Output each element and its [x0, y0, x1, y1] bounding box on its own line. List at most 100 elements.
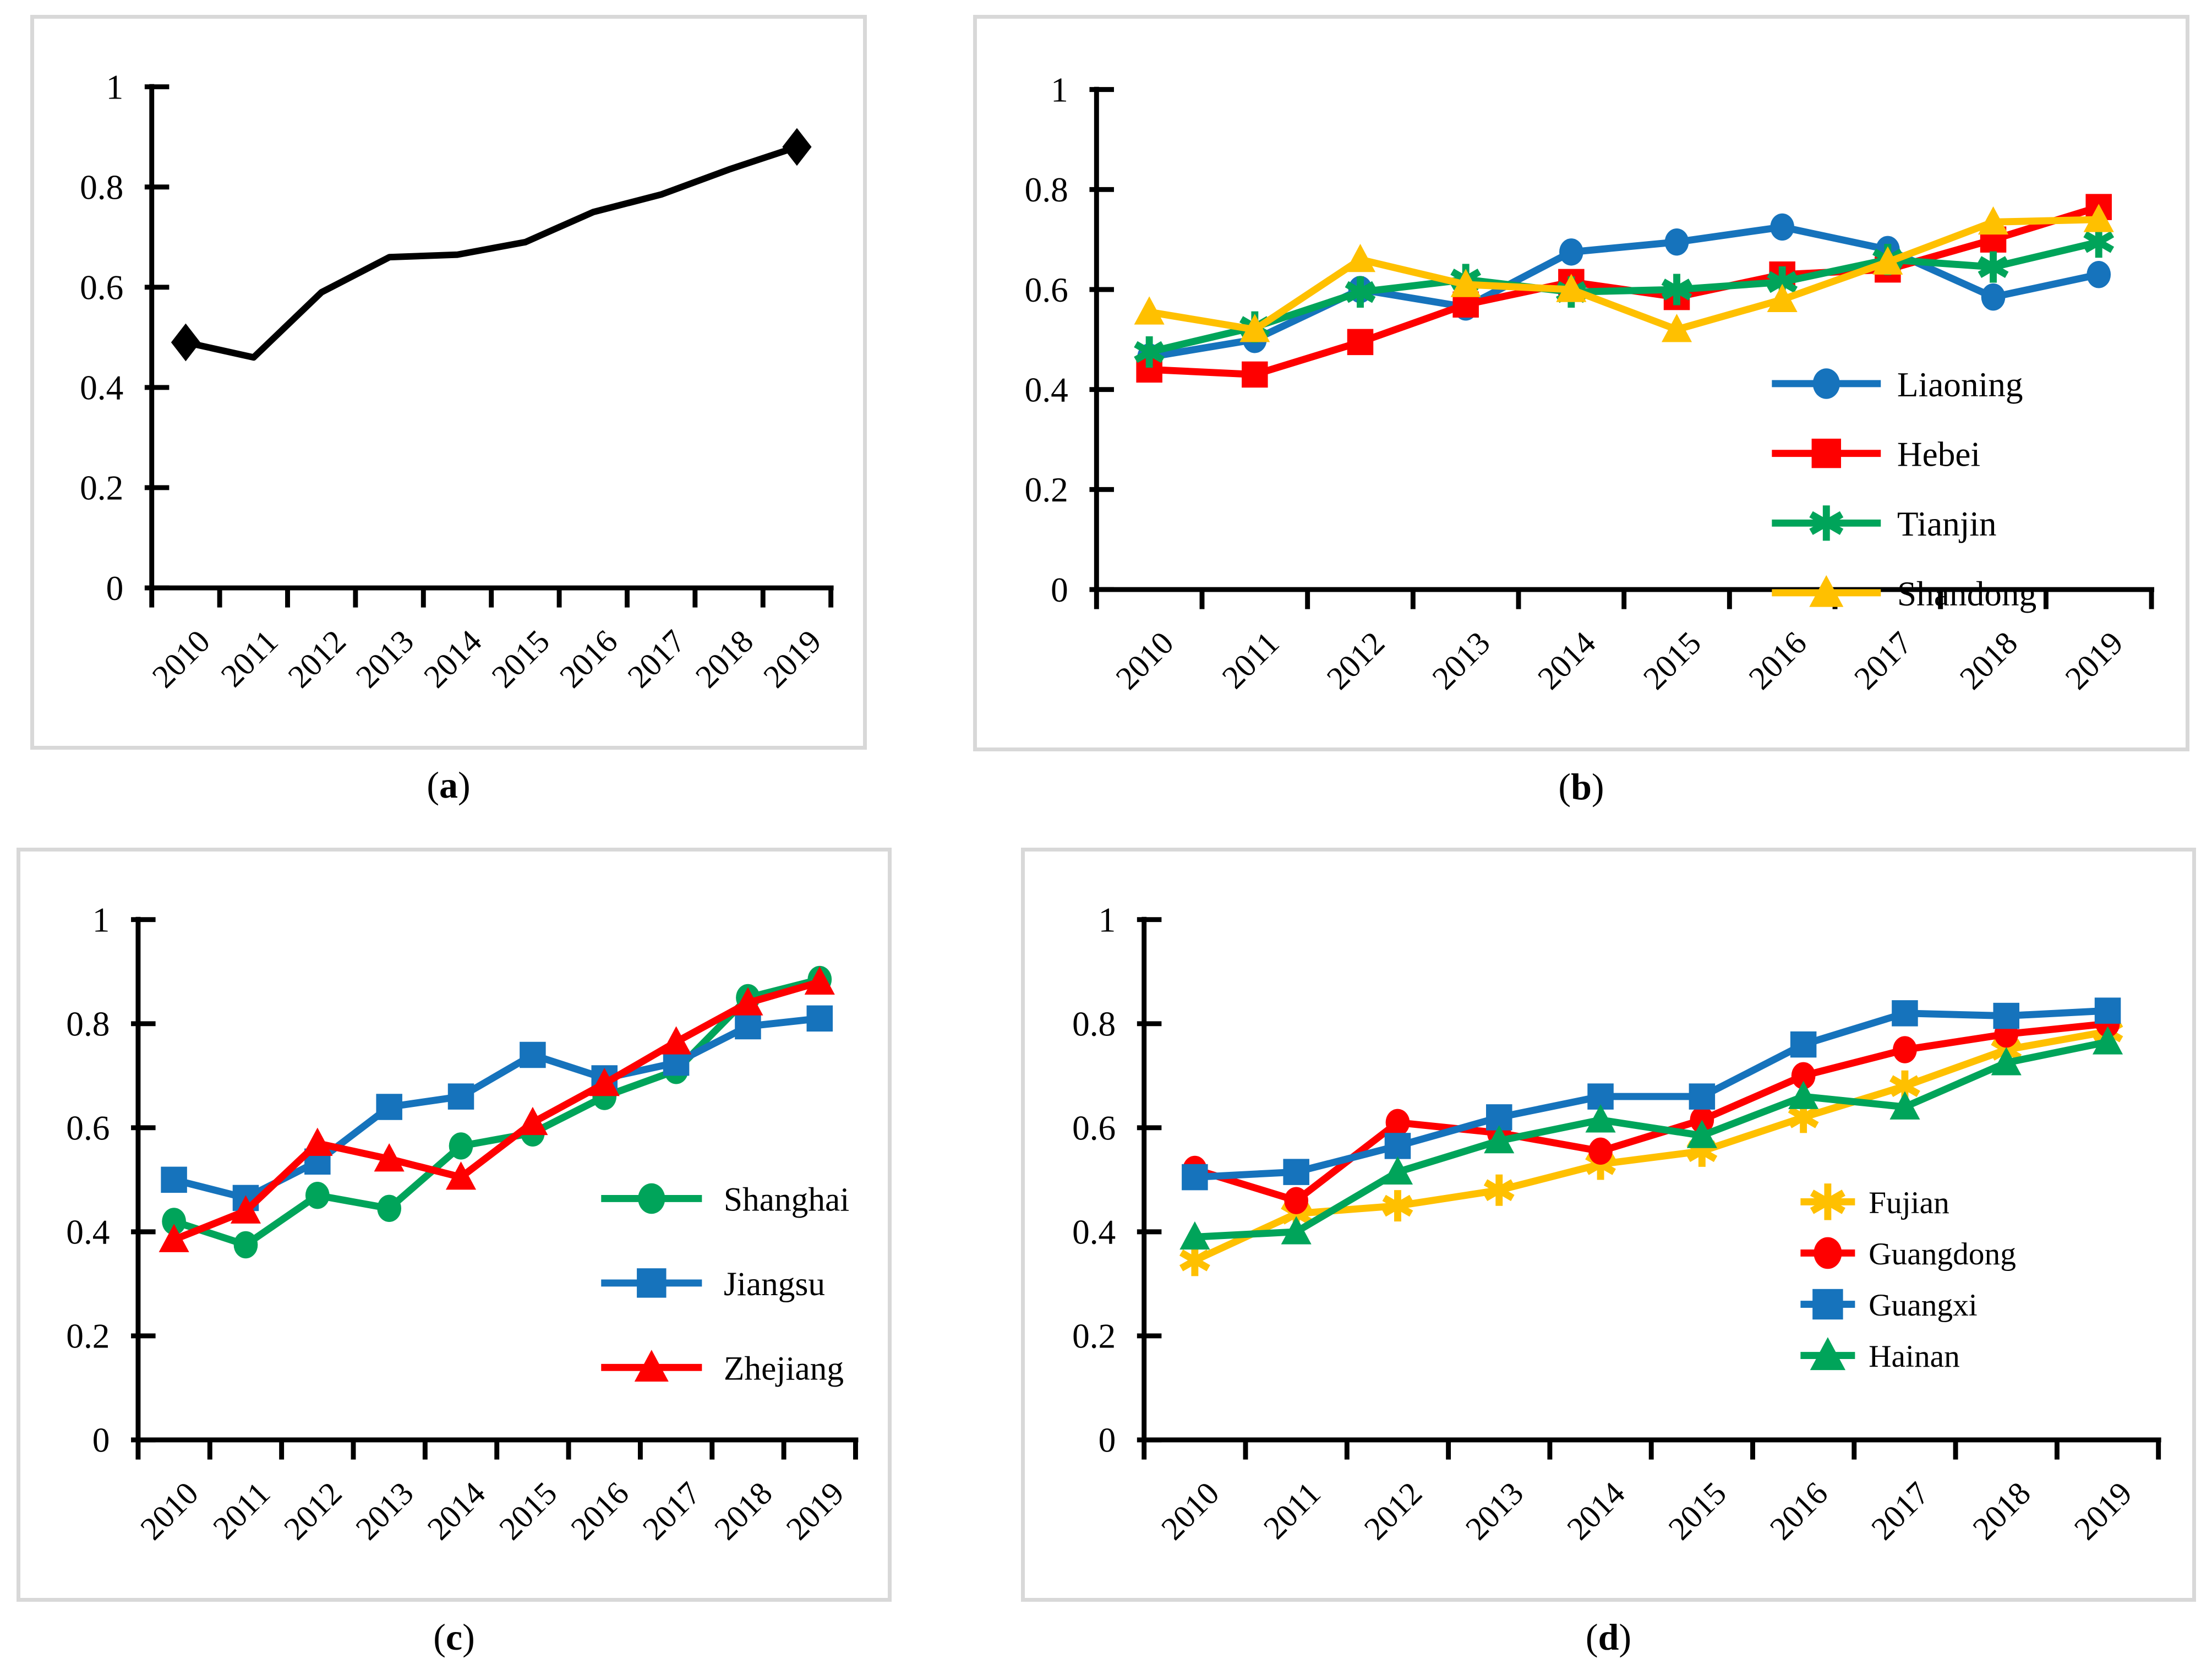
- panel-caption-a: (a): [30, 763, 867, 807]
- series-line: [1194, 1007, 2108, 1181]
- data-point-marker: [1559, 238, 1583, 266]
- data-point-marker: [233, 1231, 258, 1259]
- data-point-marker: [161, 1166, 187, 1193]
- legend: Liaoning Hebei Tianjin Shandong: [1772, 365, 2036, 613]
- data-point-marker: [1345, 276, 1376, 308]
- legend-item-shanghai: Shanghai: [601, 1181, 849, 1219]
- data-point-marker: [1182, 1164, 1208, 1191]
- series-line: [173, 976, 821, 1248]
- x-tick-label: 2018: [1953, 624, 2025, 696]
- x-tick-label: 2011: [206, 1475, 277, 1546]
- x-tick-label: 2012: [281, 623, 353, 695]
- chart-b-canvas: 0 0.2 0.4 0.6 0.8 1 2010 2011 2012 2013 2014 2015 20…: [1025, 70, 2154, 696]
- data-point-marker: [1790, 1031, 1817, 1058]
- data-point-marker: [1978, 251, 2009, 283]
- x-tick-label: 2017: [636, 1475, 708, 1547]
- data-point-marker: [2087, 261, 2111, 288]
- series-line: [172, 978, 821, 1243]
- data-point-marker: [517, 1106, 548, 1136]
- y-tick-label: 0.4: [1072, 1213, 1116, 1252]
- legend-label: Guangdong: [1869, 1237, 2016, 1271]
- chart-panel-c: 0 0.2 0.4 0.6 0.8 1 2010 2011 2012 2013 2014 2015 20…: [17, 848, 892, 1602]
- data-point-marker: [305, 1181, 330, 1209]
- y-tick-label: 0.4: [80, 369, 123, 407]
- legend-label: Hebei: [1897, 435, 1980, 473]
- chart-panel-d: 0 0.2 0.4 0.6 0.8 1 2010 2011 2012 2013 2014 2015 20…: [1021, 848, 2196, 1602]
- data-point-marker: [733, 987, 763, 1016]
- legend-item-jiangsu: Jiangsu: [601, 1265, 825, 1303]
- x-tick-label: 2013: [1459, 1475, 1531, 1547]
- legend-item-guangxi: Guangxi: [1800, 1288, 1978, 1323]
- y-tick-label: 0.8: [1025, 171, 1068, 209]
- y-tick-label: 0.2: [80, 469, 123, 507]
- series-jiangsu: [161, 1005, 833, 1211]
- y-tick-label: 0: [1051, 571, 1068, 609]
- y-tick-label: 1: [92, 901, 110, 939]
- data-point-marker: [1283, 1159, 1309, 1185]
- data-point-marker: [1889, 1091, 1920, 1120]
- data-point-marker: [1450, 269, 1481, 297]
- legend-marker: [1812, 1289, 1843, 1320]
- series-line: [1193, 1020, 2109, 1204]
- data-point-marker: [159, 1224, 189, 1252]
- legend-item-guangdong: Guangdong: [1800, 1237, 2016, 1271]
- data-point-marker: [1978, 206, 2009, 235]
- data-point-marker: [1585, 1104, 1616, 1133]
- data-point-marker: [1588, 1137, 1613, 1165]
- data-point-marker: [661, 1026, 692, 1055]
- y-tick-label: 0: [1099, 1421, 1116, 1460]
- x-tick-label: 2011: [1215, 624, 1286, 695]
- legend-label: Fujian: [1869, 1186, 1949, 1220]
- data-point-marker: [1661, 274, 1692, 305]
- data-point-marker: [2094, 997, 2121, 1024]
- legend-marker: [1811, 438, 1842, 468]
- series-line: [1149, 223, 2100, 361]
- series-line: [1148, 238, 2100, 356]
- y-tick-label: 1: [1099, 901, 1116, 939]
- data-point-marker: [1484, 1125, 1515, 1154]
- y-tick-label: 0.4: [1025, 370, 1068, 409]
- chart-d-canvas: 0 0.2 0.4 0.6 0.8 1 2010 2011 2012 2013 2014 2015 20…: [1072, 901, 2161, 1547]
- y-tick-label: 0.8: [1072, 1005, 1116, 1044]
- series-line: [1149, 216, 2099, 334]
- data-point-marker: [589, 1067, 620, 1096]
- caption-letter-d: d: [1598, 1616, 1619, 1658]
- data-point-marker: [735, 1013, 761, 1040]
- data-point-marker: [1788, 1080, 1819, 1109]
- y-tick-label: 0: [92, 1421, 110, 1460]
- data-point-marker: [1382, 1156, 1413, 1185]
- data-point-marker: [1872, 246, 1903, 275]
- data-point-marker: [806, 1005, 833, 1032]
- x-tick-label: 2018: [689, 623, 761, 695]
- legend-item-liaoning: Liaoning: [1772, 365, 2023, 404]
- legend-item-hainan: Hainan: [1800, 1337, 1960, 1374]
- chart-panel-a: 0 0.2 0.4 0.6 0.8 1 2010 2011 2012 2013 2014 2015 20…: [30, 15, 867, 750]
- legend-label: Shanghai: [724, 1181, 849, 1219]
- series-guangxi: [1182, 997, 2121, 1191]
- caption-paren-close: ): [458, 764, 471, 806]
- x-tick-label: 2018: [707, 1475, 779, 1547]
- data-point-marker: [1689, 1083, 1716, 1110]
- x-tick-label: 2017: [1847, 624, 1919, 696]
- caption-paren-open: (: [433, 1616, 446, 1658]
- x-tick-label: 2018: [1965, 1475, 2038, 1547]
- x-tick-label: 2011: [214, 623, 285, 694]
- y-tick-label: 0.4: [66, 1213, 110, 1252]
- x-tick-label: 2017: [1864, 1475, 1936, 1547]
- data-point-marker: [445, 1161, 477, 1190]
- x-tick-label: 2014: [1560, 1475, 1632, 1547]
- x-tick-label: 2016: [1763, 1475, 1835, 1547]
- y-tick-label: 0.6: [80, 269, 123, 307]
- x-tick-label: 2010: [133, 1475, 205, 1547]
- caption-letter-a: a: [439, 764, 458, 806]
- legend-marker: [1814, 1237, 1842, 1269]
- x-tick-label: 2013: [349, 623, 421, 695]
- x-tick-label: 2012: [1357, 1475, 1429, 1547]
- y-tick-label: 0.6: [1025, 271, 1068, 309]
- data-point-marker: [520, 1041, 546, 1068]
- data-point-marker: [1179, 1245, 1210, 1276]
- y-tick-label: 0: [106, 569, 124, 608]
- x-tick-label: 2015: [1636, 624, 1708, 696]
- data-point-marker: [1892, 1000, 1918, 1027]
